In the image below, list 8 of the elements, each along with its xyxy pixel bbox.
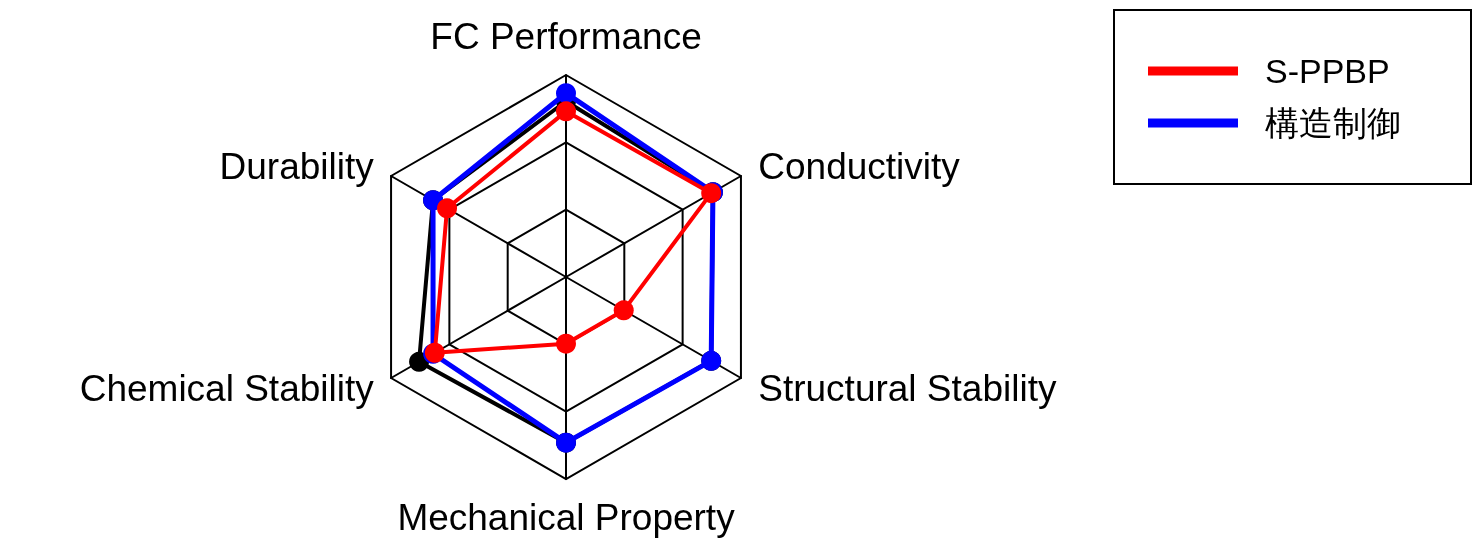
legend-label: 構造制御 <box>1265 104 1401 142</box>
spoke-label: Conductivity <box>758 145 961 187</box>
spoke-label: FC Performance <box>430 16 702 57</box>
spoke-label: Durability <box>219 145 375 187</box>
spoke-label: Mechanical Property <box>397 497 736 538</box>
spoke-label: Structural Stability <box>758 367 1057 409</box>
spoke-label: Chemical Stability <box>79 367 375 409</box>
legend-label: S-PPBP <box>1265 52 1390 90</box>
